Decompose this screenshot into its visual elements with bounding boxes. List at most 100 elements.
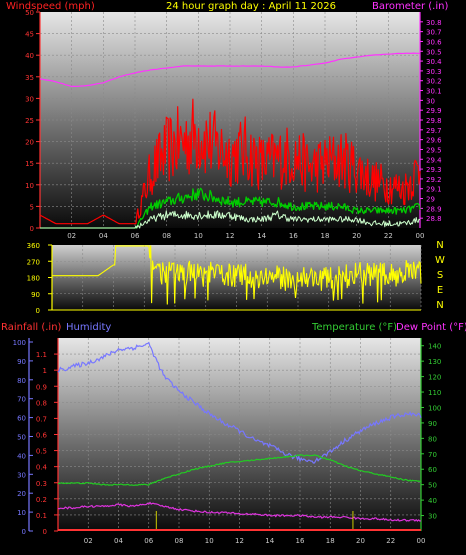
rainfall-y-tick-label: 1 (43, 367, 47, 375)
compass-label: N (436, 240, 443, 251)
temperature-y-tick-label: 70 (428, 451, 437, 459)
climate-x-tick-label: 04 (114, 537, 123, 545)
wind-x-tick-label: 20 (352, 232, 361, 240)
barometer-y-tick-label: 29.8 (426, 117, 442, 125)
barometer-y-tick-label: 30.6 (426, 38, 442, 46)
barometer-y-tick-label: 28.8 (426, 215, 442, 223)
humidity-y-tick-label: 0 (22, 528, 26, 536)
climate-x-tick-label: 12 (235, 537, 244, 545)
rainfall-y-tick-label: 0.5 (36, 448, 47, 456)
wind-low-line (40, 210, 421, 229)
page-title: 24 hour graph day : April 11 2026 (166, 1, 336, 12)
dewpoint-axis-title: Dew Point (°F) (396, 322, 466, 333)
rainfall-y-tick-label: 0.2 (36, 496, 47, 504)
humidity-y-tick-label: 90 (17, 358, 26, 366)
wind-y-tick-label: 15 (25, 160, 34, 168)
climate-x-tick-label: 02 (84, 537, 93, 545)
wind-y-tick-label: 25 (25, 117, 34, 125)
temperature-y-tick-label: 40 (428, 497, 437, 505)
climate-x-tick-label: 00 (417, 537, 426, 545)
wind-y-tick-label: 45 (25, 31, 34, 39)
humidity-line (57, 341, 422, 464)
barometer-y-tick-label: 30.3 (426, 68, 442, 76)
barometer-y-tick-label: 30.8 (426, 19, 442, 27)
rainfall-axis-title: Rainfall (.in) (1, 322, 62, 333)
wind-axis-title: Windspeed (mph) (6, 1, 95, 12)
temperature-y-tick-label: 130 (428, 358, 441, 366)
climate-x-tick-label: 14 (265, 537, 274, 545)
barometer-y-tick-label: 30.4 (426, 58, 442, 66)
temperature-y-tick-label: 110 (428, 389, 441, 397)
climate-x-tick-label: 06 (144, 537, 153, 545)
wind-direction-line (52, 245, 422, 305)
climate-x-tick-label: 10 (205, 537, 214, 545)
direction-y-tick-label: 360 (27, 242, 40, 250)
chart-marks: 0510152025303540455028.828.92929.129.229… (13, 9, 445, 545)
barometer-y-tick-label: 30.2 (426, 78, 442, 86)
temperature-axis-title: Temperature (°F) (311, 322, 397, 333)
barometer-line (39, 52, 420, 87)
wind-x-tick-label: 00 (416, 232, 425, 240)
temperature-y-tick-label: 30 (428, 513, 437, 521)
barometer-y-tick-label: 30 (426, 97, 435, 105)
direction-y-tick-label: 180 (27, 275, 40, 283)
humidity-y-tick-label: 80 (17, 377, 26, 385)
wind-x-tick-label: 10 (194, 232, 203, 240)
compass-label: W (435, 255, 445, 266)
barometer-y-tick-label: 29.9 (426, 107, 442, 115)
wind-x-tick-label: 02 (67, 232, 76, 240)
rainfall-y-tick-label: 0.6 (36, 432, 48, 440)
wind-y-tick-label: 5 (30, 203, 34, 211)
direction-y-tick-label: 270 (27, 258, 40, 266)
climate-x-tick-label: 18 (326, 537, 335, 545)
dewpoint-line (57, 501, 422, 522)
rainfall-y-tick-label: 0.1 (36, 512, 47, 520)
wind-x-tick-label: 12 (226, 232, 235, 240)
rainfall-y-tick-label: 0.9 (36, 383, 47, 391)
temperature-y-tick-label: 60 (428, 466, 437, 474)
wind-x-tick-label: 06 (131, 232, 140, 240)
barometer-y-tick-label: 29.3 (426, 166, 442, 174)
wind-x-tick-label: 16 (289, 232, 298, 240)
climate-x-tick-label: 16 (296, 537, 305, 545)
climate-x-tick-label: 08 (175, 537, 184, 545)
wind-x-tick-label: 22 (384, 232, 393, 240)
temperature-y-tick-label: 140 (428, 343, 441, 351)
rainfall-y-tick-label: 0.4 (36, 464, 48, 472)
barometer-axis-title: Barometer (.in) (372, 1, 448, 12)
barometer-y-tick-label: 29.7 (426, 127, 442, 135)
wind-y-tick-label: 10 (25, 182, 34, 190)
humidity-y-tick-label: 40 (17, 452, 26, 460)
barometer-y-tick-label: 29.6 (426, 137, 442, 145)
barometer-y-tick-label: 29.1 (426, 186, 442, 194)
barometer-y-tick-label: 29 (426, 196, 435, 204)
humidity-axis-title: Humidity (66, 322, 111, 333)
climate-x-tick-label: 22 (386, 537, 395, 545)
wind-gust-line (39, 98, 421, 225)
humidity-y-tick-label: 60 (17, 415, 26, 423)
rainfall-y-tick-label: 1.1 (36, 351, 47, 359)
temperature-y-tick-label: 100 (428, 404, 441, 412)
wind-y-tick-label: 0 (30, 225, 34, 233)
wind-x-tick-label: 14 (257, 232, 266, 240)
humidity-y-tick-label: 50 (17, 434, 26, 442)
wind-x-tick-label: 04 (99, 232, 108, 240)
temperature-y-tick-label: 90 (428, 420, 437, 428)
barometer-y-tick-label: 30.7 (426, 29, 442, 37)
humidity-y-tick-label: 70 (17, 396, 26, 404)
direction-y-tick-label: 90 (31, 291, 40, 299)
humidity-y-tick-label: 10 (17, 509, 26, 517)
rainfall-y-tick-label: 0.3 (36, 480, 47, 488)
wind-y-tick-label: 40 (25, 52, 34, 60)
wind-x-tick-label: 08 (162, 232, 171, 240)
humidity-y-tick-label: 30 (17, 471, 26, 479)
wind-y-tick-label: 20 (25, 139, 34, 147)
rainfall-y-tick-label: 0.8 (36, 399, 47, 407)
direction-y-tick-label: 0 (36, 307, 40, 315)
temperature-y-tick-label: 80 (428, 435, 437, 443)
rainfall-y-tick-label: 0.7 (36, 415, 47, 423)
barometer-y-tick-label: 30.1 (426, 88, 442, 96)
compass-label: E (437, 285, 443, 296)
humidity-y-tick-label: 100 (13, 339, 26, 347)
